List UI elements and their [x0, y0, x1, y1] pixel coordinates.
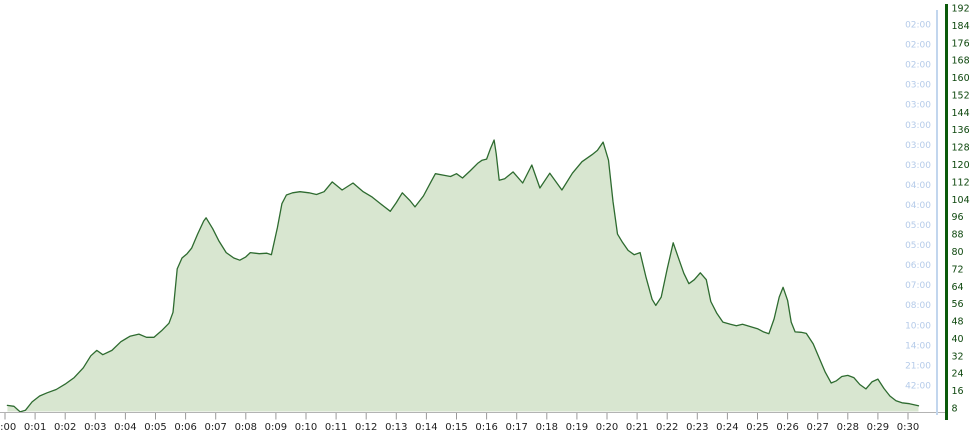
value-tick-label: 48 [952, 317, 964, 328]
value-tick-label: 72 [952, 264, 964, 275]
value-tick-label: 192 [952, 4, 970, 15]
pace-tick-label: 10:00 [905, 321, 931, 331]
x-tick-label: 0:21 [626, 422, 648, 433]
series-outline [6, 139, 920, 413]
pace-tick-label: 03:00 [905, 81, 931, 91]
pace-tick-label: 08:00 [905, 301, 931, 311]
value-tick-label: 112 [952, 177, 970, 188]
x-tick-label: 0:14 [415, 422, 437, 433]
x-tick-label: 0:30 [897, 422, 919, 433]
x-tick-label: 0:19 [566, 422, 588, 433]
value-tick-label: 64 [952, 282, 964, 293]
value-tick-label: 128 [952, 143, 970, 154]
x-tick-label: 0:06 [174, 422, 196, 433]
x-tick-label: 0:05 [144, 422, 166, 433]
value-tick-label: 32 [952, 351, 964, 362]
value-tick-label: 152 [952, 90, 970, 101]
x-tick-label: 0:28 [837, 422, 859, 433]
value-tick-label: 184 [952, 21, 970, 32]
value-tick-label: 88 [952, 230, 964, 241]
x-tick-label: 0:04 [114, 422, 136, 433]
value-tick-label: 40 [952, 334, 964, 345]
x-tick-label: 0:10 [295, 422, 317, 433]
x-tick-label: 0:18 [536, 422, 558, 433]
pace-tick-label: 03:00 [905, 141, 931, 151]
value-tick-label: 176 [952, 38, 970, 49]
value-tick-label: 8 [952, 404, 958, 415]
value-tick-label: 56 [952, 299, 964, 310]
x-tick-label: 0:03 [84, 422, 106, 433]
pace-tick-label: 05:00 [905, 241, 931, 251]
value-tick-label: 16 [952, 386, 964, 397]
pace-tick-label: 06:00 [905, 261, 931, 271]
x-tick-label: 0:07 [204, 422, 226, 433]
value-tick-label: 24 [952, 369, 964, 380]
pace-tick-label: 03:00 [905, 121, 931, 131]
x-tick-label: 0:11 [325, 422, 347, 433]
right-axis-value: 1921841761681601521441361281201121049688… [945, 4, 970, 420]
pace-tick-label: 14:00 [905, 341, 931, 351]
x-tick-label: 0:13 [385, 422, 407, 433]
x-tick-label: 0:22 [656, 422, 678, 433]
pace-tick-label: 21:00 [905, 361, 931, 371]
pace-tick-label: 02:00 [905, 41, 931, 51]
value-tick-label: 80 [952, 247, 964, 258]
pace-tick-label: 05:00 [905, 221, 931, 231]
x-tick-label: 0:20 [596, 422, 618, 433]
pace-tick-label: 04:00 [905, 201, 931, 211]
x-tick-label: 0:01 [24, 422, 46, 433]
value-tick-label: 96 [952, 212, 964, 223]
x-tick-label: 0:16 [475, 422, 497, 433]
right-axis-pace: 02:00 02:00 02:00 03:00 03:00 03:00 03:00 03:00… [905, 10, 938, 415]
x-tick-label: 0:17 [505, 422, 527, 433]
x-tick-label: 0:08 [235, 422, 257, 433]
x-tick-label: 0:12 [355, 422, 377, 433]
pace-tick-label: 02:00 [905, 21, 931, 31]
value-tick-label: 104 [952, 195, 970, 206]
pace-tick-label: 04:00 [905, 181, 931, 191]
series-area-fill [7, 140, 919, 412]
pace-tick-label: 42:00 [905, 381, 931, 391]
area-series [6, 139, 920, 413]
x-tick-label: 0:26 [776, 422, 798, 433]
x-tick-label: 0:02 [54, 422, 76, 433]
pace-tick-label: 03:00 [905, 161, 931, 171]
x-tick-label: 0:23 [686, 422, 708, 433]
x-tick-label: 0:09 [265, 422, 287, 433]
x-tick-label: 0:27 [806, 422, 828, 433]
value-tick-label: 120 [952, 160, 970, 171]
x-tick-label: 0:29 [867, 422, 889, 433]
pace-tick-label: 07:00 [905, 281, 931, 291]
value-tick-label: 136 [952, 125, 970, 136]
x-axis: 0:00 0:01 0:02 0:03 0:04 0:05 0:06 0:07 0:08 0:09… [0, 412, 948, 433]
x-tick-label: 0:00 [0, 422, 16, 433]
x-tick-label: 0:15 [445, 422, 467, 433]
pace-tick-label: 02:00 [905, 61, 931, 71]
pace-tick-label: 03:00 [905, 101, 931, 111]
value-tick-label: 168 [952, 56, 970, 67]
x-tick-label: 0:25 [746, 422, 768, 433]
value-tick-label: 160 [952, 73, 970, 84]
x-tick-label: 0:24 [716, 422, 738, 433]
value-tick-label: 144 [952, 108, 970, 119]
